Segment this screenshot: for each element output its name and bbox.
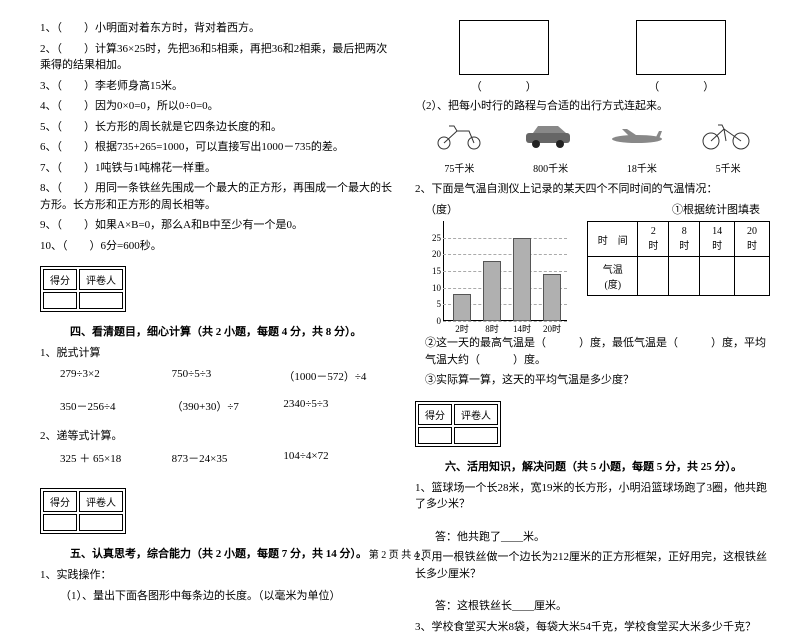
paren-blank: （ ）	[636, 78, 726, 94]
answer-2: 答：这根铁丝长____厘米。	[435, 598, 770, 615]
y-tick-label: 25	[425, 233, 441, 243]
tf-item: 9、（ ）如果A×B=0，那么A和B中至少有一个是0。	[40, 217, 395, 234]
shape-box	[636, 20, 726, 75]
calc-item: 104÷4×72	[283, 450, 395, 466]
motorcycle-icon	[429, 121, 489, 154]
sec5-item1: （1）、量出下面各图形中每条边的长度。（以毫米为单位）	[60, 588, 395, 605]
calc-item: 279÷3×2	[60, 368, 172, 384]
calc-item: 350－256÷4	[60, 398, 172, 414]
td	[638, 257, 669, 296]
tf-item: 10、（ ）6分=600秒。	[40, 238, 395, 255]
score-col: 得分	[418, 404, 452, 425]
section-6-title: 六、活用知识，解决问题（共 5 小题，每题 5 分，共 25 分）。	[445, 458, 770, 474]
chart-bar	[483, 261, 501, 321]
shape-box	[459, 20, 549, 75]
chart-q2: ②这一天的最高气温是（ ）度，最低气温是（ ）度，平均气温大约（ ）度。	[425, 335, 770, 368]
left-column: 1、（ ）小明面对着东方时，背对着西方。 2、（ ）计算36×25时，先把36和…	[40, 20, 395, 530]
sub2: 2、下面是气温自测仪上记录的某天四个不同时间的气温情况：	[415, 181, 770, 198]
chart-bar	[513, 238, 531, 321]
chart-title: ①根据统计图填表	[672, 201, 760, 217]
score-col: 评卷人	[79, 491, 123, 512]
x-tick-label: 8时	[480, 322, 504, 335]
calc-row: 279÷3×2 750÷5÷3 （1000－572）÷4	[60, 368, 395, 384]
x-tick-label: 14时	[510, 322, 534, 335]
x-tick-label: 2时	[450, 322, 474, 335]
tf-item: 1、（ ）小明面对着东方时，背对着西方。	[40, 20, 395, 37]
calc-row: 350－256÷4 （390+30）÷7 2340÷5÷3	[60, 398, 395, 414]
speed-label: 800千米	[533, 160, 568, 175]
th: 14时	[700, 222, 735, 257]
item-2: （2）、把每小时行的路程与合适的出行方式连起来。	[415, 98, 770, 115]
score-col: 得分	[43, 491, 77, 512]
th: 时 间	[588, 222, 638, 257]
th: 8时	[669, 222, 700, 257]
chart-q3: ③实际算一算，这天的平均气温是多少度？	[425, 372, 770, 389]
y-tick-label: 15	[425, 266, 441, 276]
tf-item: 7、（ ）1吨铁与1吨棉花一样重。	[40, 160, 395, 177]
tf-item: 5、（ ）长方形的周长就是它四条边长度的和。	[40, 119, 395, 136]
th: 20时	[735, 222, 770, 257]
calc-item: 2340÷5÷3	[283, 398, 395, 414]
score-col: 评卷人	[454, 404, 498, 425]
score-box: 得分 评卷人	[40, 266, 126, 312]
speed-label: 18千米	[627, 160, 657, 175]
calc-item: （390+30）÷7	[172, 398, 284, 414]
y-tick-label: 0	[425, 316, 441, 326]
problem-1: 1、篮球场一个长28米，宽19米的长方形，小明沿篮球场跑了3圈，他共跑了多少米？	[415, 480, 770, 513]
right-column: （ ） （ ） （2）、把每小时行的路程与合适的出行方式连起来。	[415, 20, 770, 530]
paren-blank: （ ）	[459, 78, 549, 94]
speed-label: 5千米	[716, 160, 741, 175]
td	[700, 257, 735, 296]
section-4-title: 四、看清题目，细心计算（共 2 小题，每题 4 分，共 8 分）。	[70, 323, 395, 339]
speed-label: 75千米	[444, 160, 474, 175]
score-box: 得分 评卷人	[40, 488, 126, 534]
td	[669, 257, 700, 296]
problem-3: 3、学校食堂买大米8袋，每袋大米54千克，学校食堂买大米多少千克？	[415, 619, 770, 635]
y-axis-label: （度）	[425, 201, 458, 217]
temperature-chart: 25201510502时8时14时20时	[425, 221, 567, 331]
calc-item: 325 ＋ 65×18	[60, 450, 172, 466]
temperature-table: 时 间 2时 8时 14时 20时 气温(度)	[587, 221, 770, 296]
y-tick-label: 10	[425, 283, 441, 293]
sec5-sub1: 1、实践操作：	[40, 567, 395, 584]
calc-item: （1000－572）÷4	[283, 368, 395, 384]
y-tick-label: 20	[425, 249, 441, 259]
tf-item: 2、（ ）计算36×25时，先把36和5相乘，再把36和2相乘，最后把两次乘得的…	[40, 41, 395, 74]
calc-item: 873－24×35	[172, 450, 284, 466]
tf-item: 4、（ ）因为0×0=0，所以0÷0=0。	[40, 98, 395, 115]
true-false-list: 1、（ ）小明面对着东方时，背对着西方。 2、（ ）计算36×25时，先把36和…	[40, 20, 395, 254]
tf-item: 8、（ ）用同一条铁丝先围成一个最大的正方形，再围成一个最大的长方形。长方形和正…	[40, 180, 395, 213]
chart-bar	[543, 274, 561, 321]
calc-row: 325 ＋ 65×18 873－24×35 104÷4×72	[60, 450, 395, 466]
sec4-sub1: 1、脱式计算	[40, 345, 395, 362]
calc-item: 750÷5÷3	[172, 368, 284, 384]
tf-item: 6、（ ）根据735+265=1000，可以直接写出1000－735的差。	[40, 139, 395, 156]
score-box: 得分 评卷人	[415, 401, 501, 447]
score-col: 评卷人	[79, 269, 123, 290]
y-tick-label: 5	[425, 299, 441, 309]
bicycle-icon	[696, 121, 756, 154]
x-tick-label: 20时	[540, 322, 564, 335]
airplane-icon	[607, 121, 667, 154]
page-footer: 第 2 页 共 4 页	[0, 546, 800, 561]
score-col: 得分	[43, 269, 77, 290]
answer-1: 答：他共跑了____米。	[435, 529, 770, 546]
th: 2时	[638, 222, 669, 257]
td: 气温(度)	[588, 257, 638, 296]
td	[735, 257, 770, 296]
tf-item: 3、（ ）李老师身高15米。	[40, 78, 395, 95]
speed-row: 75千米 800千米 18千米 5千米	[415, 160, 770, 175]
car-icon	[518, 121, 578, 154]
chart-bar	[453, 294, 471, 321]
vehicle-row	[415, 121, 770, 154]
sec4-sub2: 2、递等式计算。	[40, 428, 395, 445]
